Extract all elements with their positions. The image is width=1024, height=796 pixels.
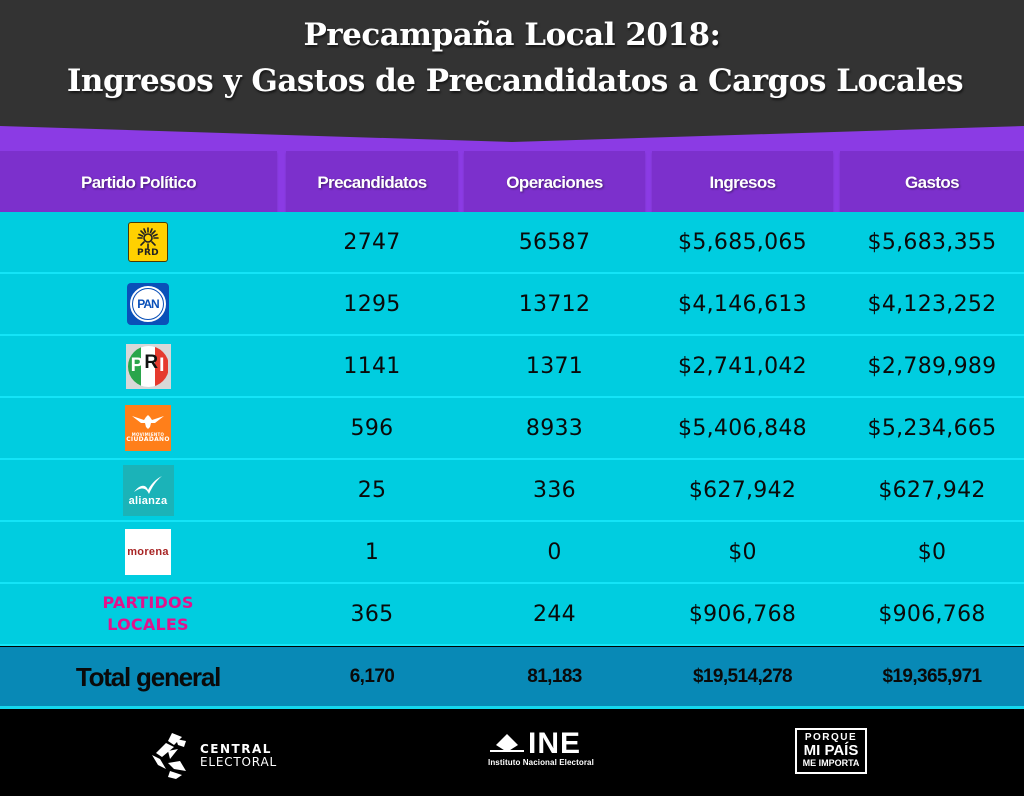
gastos-cell: $4,123,252 — [867, 291, 997, 317]
column-header-partido: Partido Político — [0, 151, 277, 215]
column-header-operaciones: Operaciones — [464, 151, 645, 215]
total-operaciones: 81,183 — [527, 666, 582, 687]
precandidatos-cell: 596 — [350, 415, 394, 441]
pan-logo: PAN — [127, 283, 169, 325]
title-banner — [0, 0, 1024, 150]
sun-icon — [137, 226, 159, 249]
gastos-cell: $5,683,355 — [867, 229, 997, 255]
operaciones-cell: 336 — [533, 477, 576, 503]
total-row: Total general 6,170 81,183 $19,514,278 $… — [0, 647, 1024, 709]
ingresos-cell: $5,406,848 — [678, 415, 807, 441]
morena-logo: morena — [125, 529, 171, 575]
party-cell: MOVIMIENTO CIUDADANO — [0, 398, 296, 458]
operaciones-cell: 56587 — [518, 229, 591, 255]
total-gastos: $19,365,971 — [882, 666, 982, 687]
gastos-cell: $0 — [917, 539, 947, 565]
precandidatos-cell: 25 — [357, 477, 387, 503]
precandidatos-cell: 1141 — [343, 353, 401, 379]
precandidatos-cell: 365 — [350, 601, 394, 627]
eagle-icon — [132, 414, 164, 429]
gastos-cell: $5,234,665 — [867, 415, 997, 441]
precandidatos-cell: 1 — [364, 539, 380, 565]
central-electoral-icon — [152, 733, 186, 779]
ingresos-cell: $5,685,065 — [678, 229, 807, 255]
ingresos-cell: $4,146,613 — [678, 291, 807, 317]
gastos-cell: $2,789,989 — [867, 353, 997, 379]
prd-logo: PRD — [128, 222, 168, 262]
title-line-1: Precampaña Local 2018: — [303, 17, 721, 53]
operaciones-cell: 244 — [533, 601, 576, 627]
pri-logo: P R I — [125, 343, 171, 389]
party-cell: alianza — [0, 460, 296, 520]
page-title: Precampaña Local 2018: Ingresos y Gastos… — [0, 12, 1024, 104]
precandidatos-cell: 2747 — [343, 229, 401, 255]
party-cell: morena — [0, 522, 296, 582]
local-parties-label: PARTIDOS LOCALES — [102, 593, 194, 634]
party-cell: P R I — [0, 336, 296, 396]
pan-logo-text: PAN — [133, 289, 163, 319]
footer: CENTRAL ELECTORAL INE Instituto Nacional… — [0, 711, 1024, 796]
gastos-cell: $906,768 — [878, 601, 986, 627]
table-row: morena 1 0 $0 $0 — [0, 522, 1024, 584]
prd-logo-text: PRD — [137, 247, 159, 258]
column-header-ingresos: Ingresos — [652, 151, 833, 215]
ingresos-cell: $0 — [728, 539, 757, 565]
table-row: alianza 25 336 $627,942 $627,942 — [0, 460, 1024, 522]
movimiento-ciudadano-logo: MOVIMIENTO CIUDADANO — [125, 405, 171, 451]
table-row: MOVIMIENTO CIUDADANO 596 8933 $5,406,848… — [0, 398, 1024, 460]
total-ingresos: $19,514,278 — [692, 666, 793, 687]
operaciones-cell: 1371 — [525, 353, 584, 379]
gastos-cell: $627,942 — [878, 477, 986, 503]
column-header-gastos: Gastos — [840, 151, 1024, 215]
central-electoral-logo: CENTRAL ELECTORAL — [152, 733, 277, 779]
total-label: Total general — [75, 661, 221, 692]
table-header: Partido Político Precandidatos Operacion… — [0, 151, 1024, 215]
party-cell: PRD — [0, 212, 296, 272]
total-precandidatos: 6,170 — [349, 666, 395, 687]
table-row: PAN 1295 13712 $4,146,613 $4,123,252 — [0, 274, 1024, 336]
operaciones-cell: 13712 — [518, 291, 591, 317]
ingresos-cell: $627,942 — [688, 477, 797, 503]
slogan-logo: PORQUE MI PAÍS ME IMPORTA — [795, 728, 867, 774]
table-body: PRD 2747 56587 $5,685,065 $5,683,355 PAN… — [0, 212, 1024, 646]
swoosh-icon — [134, 475, 162, 494]
nueva-alianza-logo: alianza — [122, 464, 174, 516]
operaciones-cell: 8933 — [525, 415, 584, 441]
ingresos-cell: $2,741,042 — [678, 353, 807, 379]
operaciones-cell: 0 — [547, 539, 562, 565]
precandidatos-cell: 1295 — [343, 291, 401, 317]
ine-logo: INE Instituto Nacional Electoral — [488, 727, 594, 768]
column-header-precandidatos: Precandidatos — [286, 151, 458, 215]
party-cell: PAN — [0, 274, 296, 334]
title-line-2: Ingresos y Gastos de Precandidatos a Car… — [66, 63, 964, 99]
ingresos-cell: $906,768 — [688, 601, 797, 627]
ballot-box-icon — [490, 734, 524, 752]
table-row: PARTIDOS LOCALES 365 244 $906,768 $906,7… — [0, 584, 1024, 646]
table-row: PRD 2747 56587 $5,685,065 $5,683,355 — [0, 212, 1024, 274]
table-row: P R I 1141 1371 $2,741,042 $2,789,989 — [0, 336, 1024, 398]
